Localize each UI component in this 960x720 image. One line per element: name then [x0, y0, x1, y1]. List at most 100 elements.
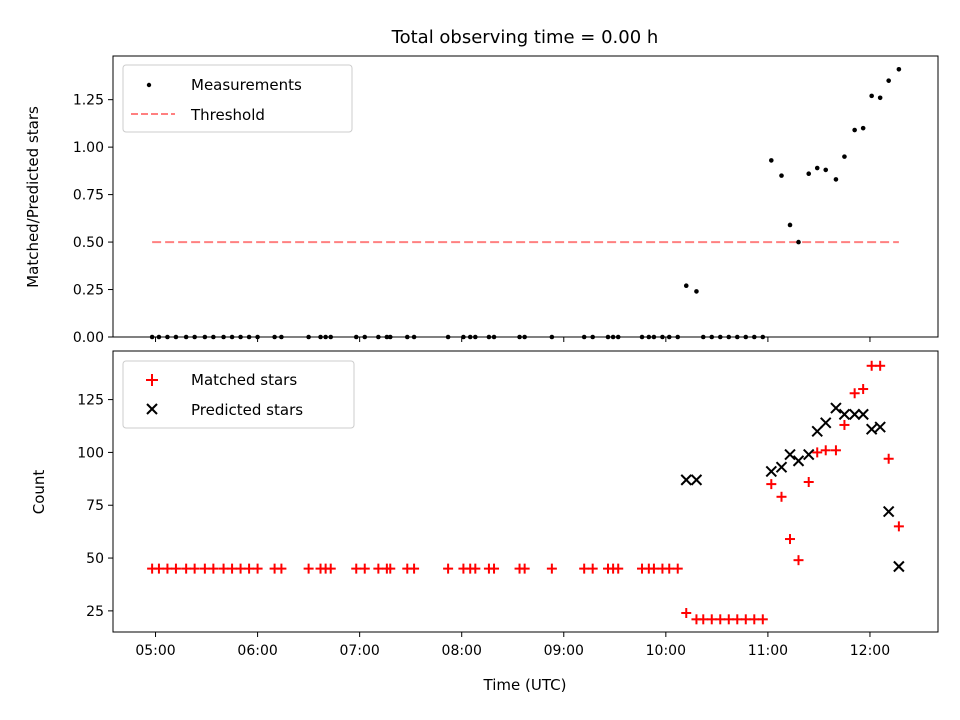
bottom-y-tick-label: 100	[77, 445, 104, 461]
matched-star-point	[672, 563, 683, 574]
matched-star-point	[189, 563, 200, 574]
matched-star-point	[162, 563, 173, 574]
measurement-point	[768, 158, 774, 163]
x-tick-label: 07:00	[339, 643, 379, 659]
measurement-point	[467, 334, 473, 340]
measurement-point	[404, 334, 410, 340]
matched-star-point	[820, 445, 831, 456]
matched-star-point	[409, 563, 420, 574]
matched-star-point	[489, 563, 500, 574]
measurement-point	[760, 334, 766, 340]
matched-star-point	[698, 614, 709, 625]
bottom-y-tick-label: 50	[86, 551, 104, 567]
measurement-point	[306, 334, 311, 340]
measurement-point	[734, 334, 740, 340]
top-y-tick-label: 1.25	[73, 93, 104, 109]
measurement-point	[517, 334, 522, 340]
bottom-legend-frame	[122, 360, 355, 429]
legend-measurements-marker	[146, 82, 152, 88]
matched-star-point	[766, 479, 777, 490]
matched-star-point	[893, 521, 904, 532]
measurement-point	[814, 165, 820, 171]
measurement-point	[779, 173, 784, 178]
measurement-point	[173, 334, 179, 340]
measurement-point	[796, 239, 801, 245]
measurement-point	[165, 334, 170, 340]
matched-star-point	[252, 563, 263, 574]
measurement-point	[869, 93, 874, 99]
matched-star-point	[373, 563, 384, 574]
measurement-point	[896, 66, 902, 72]
matched-star-point	[648, 563, 659, 574]
matched-star-point	[858, 384, 869, 395]
legend-threshold-label: Threshold	[190, 106, 265, 124]
matched-star-point	[757, 614, 768, 625]
matched-star-point	[785, 534, 796, 545]
matched-star-point	[385, 563, 396, 574]
measurement-point	[255, 334, 260, 340]
predicted-star-point	[882, 505, 895, 518]
matched-star-point	[303, 563, 314, 574]
predicted-star-point	[690, 474, 703, 486]
measurement-point	[491, 334, 497, 340]
x-tick-label: 11:00	[748, 643, 788, 659]
measurement-point	[461, 334, 466, 340]
measurement-point	[387, 334, 393, 340]
measurement-point	[787, 222, 793, 228]
matched-star-point	[359, 563, 370, 574]
measurement-point	[522, 334, 527, 340]
bottom-y-ticks: 25 50 75 100 125	[77, 393, 113, 620]
matched-star-point	[740, 614, 751, 625]
measurement-point	[694, 289, 699, 294]
matched-star-point	[218, 563, 229, 574]
legend-matched-marker	[146, 374, 158, 386]
matched-star-point	[244, 563, 255, 574]
matched-star-point	[732, 614, 743, 625]
bottom-x-ticks: 05:00 06:00 07:00 08:00 09:00 10:00 11:00 12:00	[135, 632, 890, 659]
top-y-tick-label: 0.75	[73, 188, 104, 204]
measurement-point	[362, 334, 368, 340]
matched-star-point	[276, 563, 287, 574]
measurement-point	[486, 334, 492, 340]
measurement-point	[353, 334, 359, 340]
measurement-point	[717, 334, 723, 340]
bottom-y-tick-label: 125	[77, 393, 104, 409]
measurement-point	[279, 334, 284, 340]
measurement-point	[683, 283, 689, 289]
bottom-y-tick-label: 75	[86, 498, 104, 514]
matched-star-point	[664, 563, 675, 574]
matched-star-point	[803, 476, 814, 487]
predicted-star-point	[848, 408, 861, 421]
matched-star-point	[181, 563, 192, 574]
matched-star-point	[749, 614, 760, 625]
matched-star-point	[546, 563, 557, 574]
measurement-point	[211, 334, 216, 340]
matched-star-point	[519, 563, 530, 574]
matched-star-point	[153, 563, 164, 574]
measurement-point	[411, 334, 417, 340]
predicted-star-point	[820, 417, 832, 429]
measurement-point	[610, 334, 616, 340]
predicted-star-point	[803, 448, 815, 461]
measurement-point	[700, 334, 706, 340]
predicted-star-point	[893, 560, 905, 573]
measurement-point	[323, 334, 328, 340]
matched-star-point	[681, 607, 692, 618]
predicted-star-point	[775, 461, 788, 473]
top-y-axis-label: Matched/Predicted stars	[24, 106, 42, 288]
measurement-point	[852, 127, 857, 133]
measurement-point	[605, 334, 611, 340]
measurement-point	[246, 334, 252, 340]
bottom-axes-frame	[112, 350, 939, 633]
measurement-point	[886, 78, 891, 83]
measurement-point	[318, 334, 323, 340]
matched-star-point	[325, 563, 336, 574]
x-tick-label: 06:00	[237, 643, 277, 659]
matched-star-point	[170, 563, 181, 574]
measurement-point	[860, 125, 866, 131]
matched-star-point	[866, 360, 877, 371]
matched-star-point	[208, 563, 219, 574]
top-y-tick-label: 0.00	[73, 330, 104, 346]
